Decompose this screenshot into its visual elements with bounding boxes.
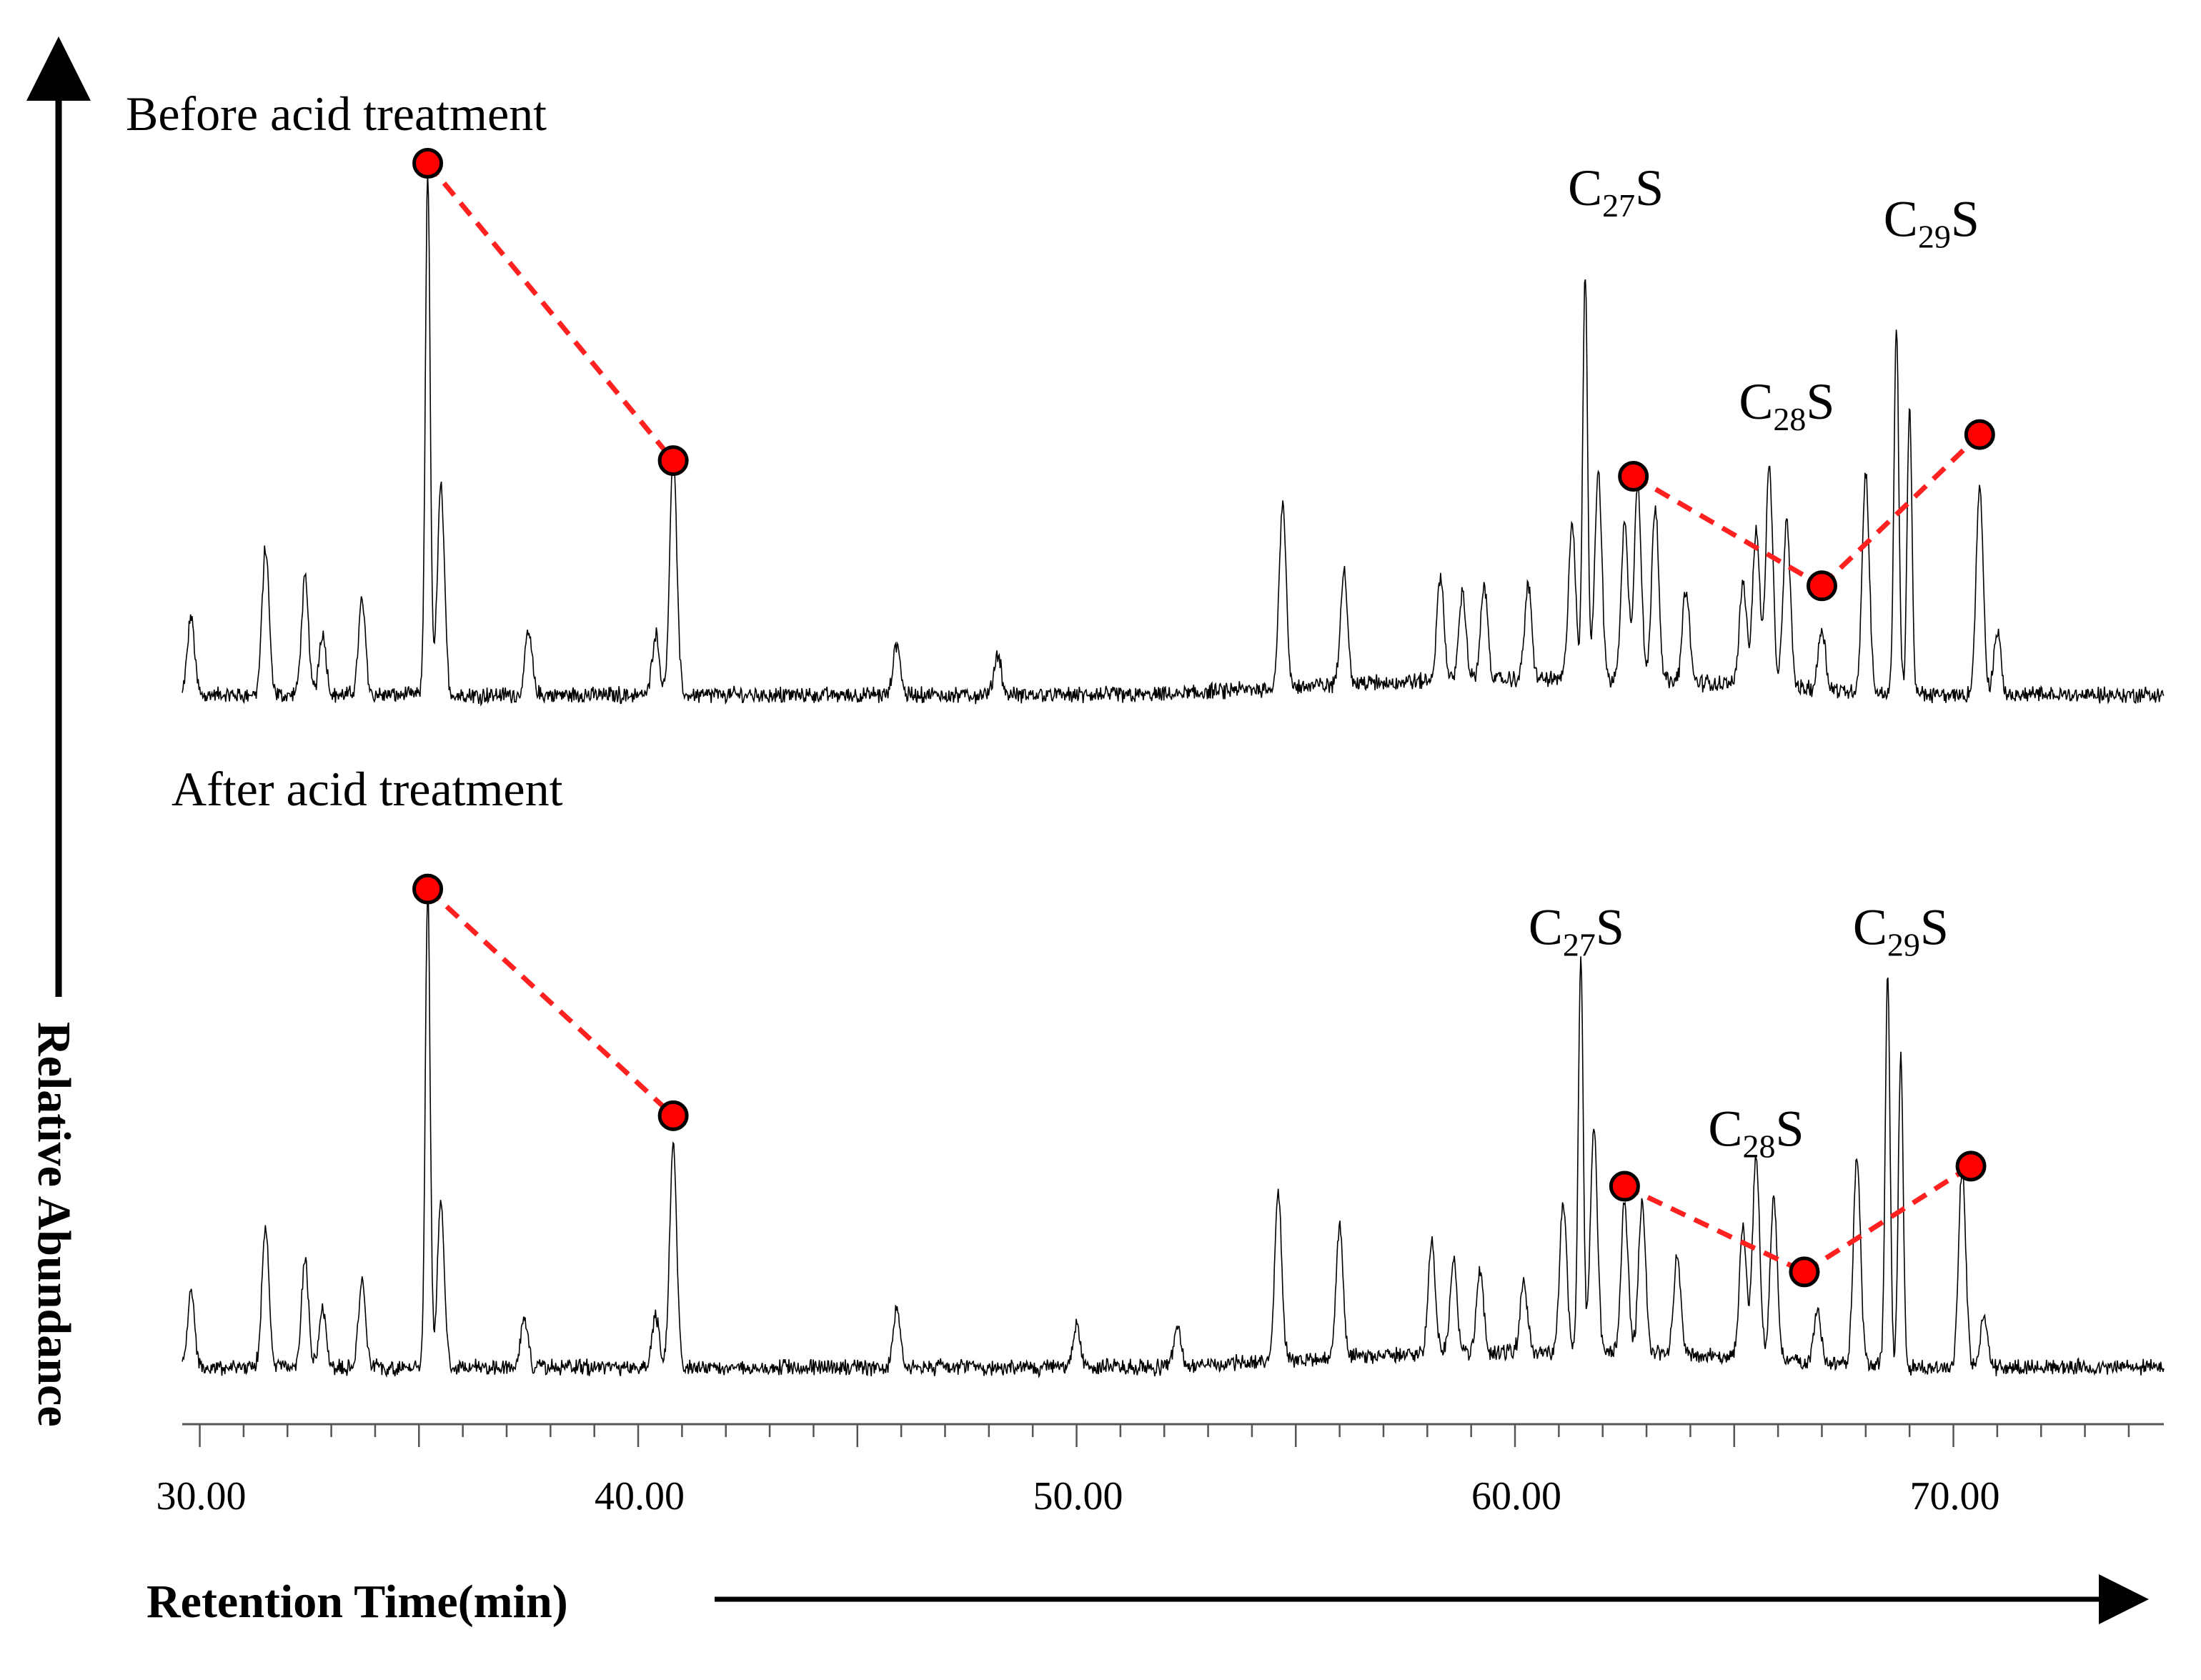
marker-links-before xyxy=(425,161,1982,588)
peak-marker xyxy=(657,1100,689,1131)
peak-marker xyxy=(1609,1170,1640,1202)
x-tick-label: 50.00 xyxy=(1033,1474,1123,1519)
panel-title-before: Before acid treatment xyxy=(126,86,547,141)
peak-marker xyxy=(1964,419,1995,450)
peak-markers-before xyxy=(412,148,1995,602)
peak-label-c27s: C27S xyxy=(1568,159,1664,224)
peak-label-c28s: C28S xyxy=(1708,1100,1804,1165)
x-axis: 30.00 40.00 50.00 60.00 70.00 xyxy=(156,1423,2164,1519)
peak-label-c29s: C29S xyxy=(1853,899,1949,963)
panel-after-acid-treatment: After acid treatment C27S C28S C29S xyxy=(172,762,2165,1379)
marker-link xyxy=(1820,432,1982,588)
x-axis-tick-labels: 30.00 40.00 50.00 60.00 70.00 xyxy=(156,1474,2000,1519)
x-tick-label: 60.00 xyxy=(1471,1474,1561,1519)
peak-markers-after xyxy=(412,873,1987,1288)
peak-label-c29s: C29S xyxy=(1884,191,1979,255)
x-tick-label: 30.00 xyxy=(156,1474,247,1519)
x-axis-ticks xyxy=(199,1424,2130,1447)
peak-label-c28s: C28S xyxy=(1739,373,1834,437)
panel-before-acid-treatment: Before acid treatment C27S C28S C29S xyxy=(126,86,2165,707)
peak-marker xyxy=(412,873,444,905)
peak-marker xyxy=(412,148,444,179)
x-tick-label: 40.00 xyxy=(595,1474,685,1519)
marker-link xyxy=(1803,1163,1972,1274)
y-axis-label: Relative Abundance xyxy=(28,1022,80,1427)
peak-labels-after: C27S C28S C29S xyxy=(1529,899,1949,1165)
marker-link xyxy=(426,887,675,1118)
marker-link xyxy=(425,161,675,462)
panel-title-after: After acid treatment xyxy=(172,762,563,816)
peak-marker xyxy=(1618,461,1649,492)
trace-before-acid-treatment xyxy=(182,174,2165,707)
x-tick-label: 70.00 xyxy=(1910,1474,2000,1519)
marker-links-after xyxy=(426,887,1972,1275)
marker-link xyxy=(1623,1183,1806,1275)
peak-labels-before: C27S C28S C29S xyxy=(1568,159,1979,437)
peak-label-c27s: C27S xyxy=(1529,899,1624,963)
peak-marker xyxy=(1789,1256,1820,1288)
marker-link xyxy=(1631,474,1824,588)
peak-marker xyxy=(657,445,689,477)
peak-marker xyxy=(1806,570,1837,602)
peak-marker xyxy=(1955,1150,1987,1182)
x-axis-label: Retention Time(min) xyxy=(146,1576,568,1628)
trace-after-acid-treatment xyxy=(182,895,2165,1379)
